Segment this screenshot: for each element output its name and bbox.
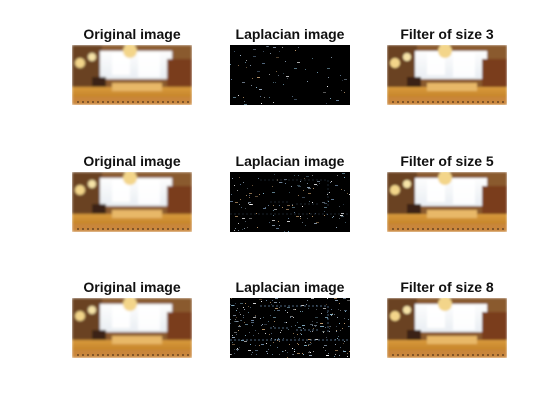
laplacian-image: [230, 45, 350, 105]
original-image: [72, 298, 192, 358]
filtered-image: [387, 172, 507, 232]
panel-title: Filter of size 3: [400, 26, 494, 42]
panel-title: Laplacian image: [235, 26, 345, 42]
panel-title: Laplacian image: [235, 279, 345, 295]
panel-title: Original image: [83, 279, 181, 295]
panel-title: Original image: [83, 153, 181, 169]
original-image: [72, 172, 192, 232]
laplacian-image: [230, 298, 350, 358]
panel-title: Filter of size 8: [400, 279, 494, 295]
original-image: [72, 45, 192, 105]
laplacian-image: [230, 172, 350, 232]
filtered-image: [387, 45, 507, 105]
panel-title: Original image: [83, 26, 181, 42]
filtered-image: [387, 298, 507, 358]
panel-title: Filter of size 5: [400, 153, 494, 169]
panel-title: Laplacian image: [235, 153, 345, 169]
